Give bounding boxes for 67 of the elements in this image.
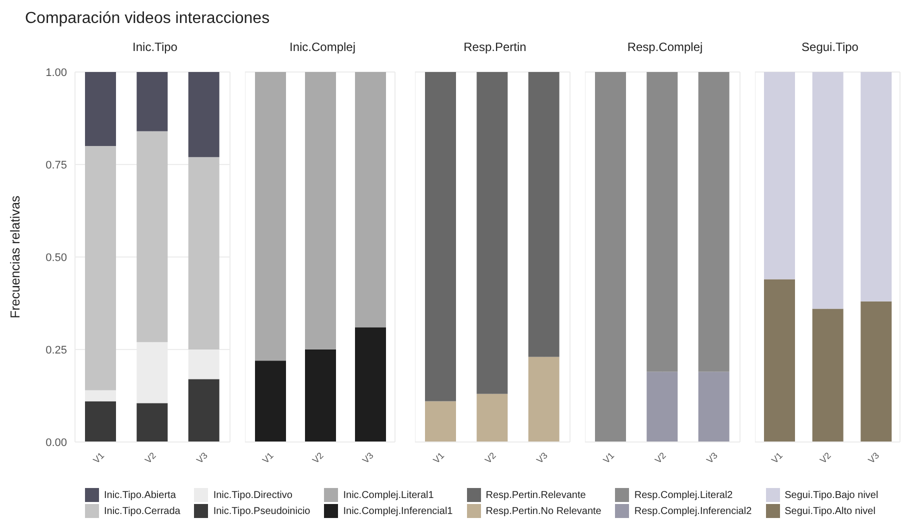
x-tick-label: V1 bbox=[431, 450, 446, 466]
x-tick-label: V1 bbox=[601, 450, 616, 466]
x-tick-label: V3 bbox=[360, 450, 376, 466]
y-tick-label: 0.50 bbox=[46, 252, 67, 264]
legend-label: Inic.Complej.Literal1 bbox=[343, 490, 434, 500]
bar bbox=[355, 72, 386, 328]
x-tick-label: V2 bbox=[652, 450, 668, 466]
legend-label: Resp.Pertin.Relevante bbox=[486, 490, 586, 500]
x-tick-label: V2 bbox=[142, 450, 158, 466]
legend-label: Inic.Complej.Inferencial1 bbox=[343, 506, 453, 516]
bar bbox=[136, 72, 168, 132]
bar bbox=[85, 390, 116, 402]
x-tick-label: V3 bbox=[704, 450, 720, 466]
bar bbox=[812, 308, 844, 442]
x-tick-label: V3 bbox=[534, 450, 550, 466]
bar bbox=[764, 279, 795, 442]
y-tick-label: 0.25 bbox=[46, 344, 67, 356]
bar bbox=[255, 360, 286, 442]
x-tick-label: V2 bbox=[310, 450, 326, 466]
bar bbox=[85, 401, 116, 442]
bar bbox=[860, 301, 892, 442]
y-tick-label: 0.00 bbox=[46, 436, 67, 449]
bar bbox=[188, 157, 220, 350]
bar bbox=[355, 327, 386, 442]
legend-label: Resp.Complej.Inferencial2 bbox=[634, 506, 752, 516]
bar bbox=[860, 72, 892, 302]
legend-label: Inic.Tipo.Directivo bbox=[213, 490, 292, 500]
bar bbox=[188, 379, 220, 442]
bar bbox=[305, 350, 336, 442]
legend-label: Inic.Tipo.Cerrada bbox=[104, 506, 180, 516]
chart-title: Resp.Complej bbox=[626, 40, 704, 54]
bar bbox=[136, 131, 168, 342]
bar bbox=[305, 72, 336, 350]
chart-subtitle: Inic.Tipo bbox=[132, 40, 178, 54]
chart-title: Resp.Pertin bbox=[462, 40, 528, 54]
x-tick-label: V2 bbox=[818, 450, 833, 466]
bar bbox=[764, 72, 795, 280]
x-tick-label: V2 bbox=[482, 450, 498, 466]
chart-title: Inic.Complej bbox=[288, 40, 357, 54]
bar bbox=[136, 403, 168, 442]
bar bbox=[528, 72, 560, 357]
legend-label: Inic.Tipo.Pseudoinicio bbox=[213, 506, 310, 516]
y-tick-label: 0.75 bbox=[46, 159, 67, 172]
x-tick-label: V1 bbox=[91, 450, 106, 466]
legend-label: Segui.Tipo.Bajo nivel bbox=[784, 490, 878, 500]
bar bbox=[188, 72, 220, 158]
bar bbox=[528, 356, 560, 442]
bar bbox=[85, 146, 116, 390]
bar bbox=[85, 72, 116, 146]
bar bbox=[476, 394, 508, 442]
bar bbox=[812, 72, 844, 309]
bar bbox=[476, 72, 508, 394]
bar bbox=[425, 401, 456, 442]
y-axis-title: Frecuencias relativas bbox=[8, 195, 23, 318]
x-tick-label: V3 bbox=[194, 450, 210, 466]
legend-label: Resp.Pertin.No Relevante bbox=[486, 506, 602, 516]
x-tick-label: V1 bbox=[260, 450, 276, 466]
x-tick-label: V3 bbox=[866, 450, 882, 466]
chart-title: Comparación videos interacciones bbox=[25, 10, 270, 28]
legend-label: Inic.Tipo.Abierta bbox=[104, 490, 176, 500]
x-tick-label: V1 bbox=[770, 450, 784, 466]
chart-title: Segui.Tipo bbox=[800, 40, 860, 54]
legend-label: Segui.Tipo.Alto nivel bbox=[784, 506, 876, 516]
bar bbox=[255, 72, 286, 361]
bar bbox=[425, 72, 456, 402]
y-tick-label: 1.00 bbox=[46, 66, 67, 79]
legend-label: Resp.Complej.Literal2 bbox=[634, 490, 733, 500]
